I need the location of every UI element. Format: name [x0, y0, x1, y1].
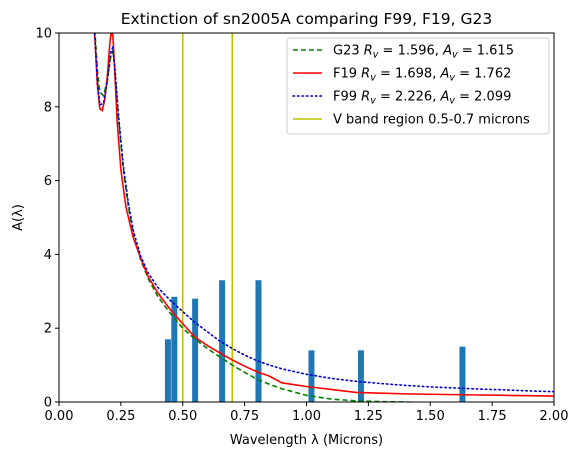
y-tick-label: 0 — [44, 396, 52, 411]
chart-title: Extinction of sn2005A comparing F99, F19… — [121, 10, 493, 28]
legend-label: G23 Rv = 1.596, Av = 1.615 — [333, 44, 514, 61]
y-tick-label: 10 — [35, 27, 52, 42]
bar — [171, 296, 178, 402]
bar — [308, 350, 315, 402]
x-tick-label: 1.25 — [354, 409, 383, 424]
y-tick-label: 2 — [44, 322, 52, 337]
bar — [459, 346, 466, 402]
bars-layer — [164, 280, 466, 402]
series-lines — [93, 33, 554, 402]
x-tick-label: 1.00 — [292, 409, 321, 424]
bar — [192, 298, 199, 402]
legend-frame — [286, 37, 550, 135]
x-tick-label: 0.00 — [45, 409, 74, 424]
legend-label: F19 Rv = 1.698, Av = 1.762 — [333, 67, 511, 84]
y-tick-label: 4 — [44, 248, 52, 263]
x-axis-ticks: 0.00 0.25 0.50 0.75 1.00 1.25 1.50 1.75 2.00 — [45, 402, 569, 424]
legend: G23 Rv = 1.596, Av = 1.615 F19 Rv = 1.698… — [286, 37, 550, 135]
v-band-lines — [182, 33, 233, 402]
x-axis-label: Wavelength λ (Microns) — [230, 433, 383, 448]
y-axis-ticks: 0 2 4 6 8 10 — [35, 27, 59, 411]
bar — [255, 280, 262, 402]
y-tick-label: 6 — [44, 174, 52, 189]
legend-label: F99 Rv = 2.226, Av = 2.099 — [333, 90, 511, 107]
x-tick-label: 2.00 — [540, 409, 569, 424]
bar — [164, 339, 171, 402]
bar — [219, 280, 226, 402]
x-tick-label: 0.50 — [168, 409, 197, 424]
y-tick-label: 8 — [44, 100, 52, 115]
legend-label: V band region 0.5-0.7 microns — [333, 113, 530, 128]
series-line-f99 — [93, 33, 554, 393]
y-axis-label: A(λ) — [11, 204, 26, 231]
x-tick-label: 0.25 — [106, 409, 135, 424]
series-line-f19 — [93, 33, 554, 397]
bar — [357, 350, 364, 402]
x-tick-label: 1.50 — [416, 409, 445, 424]
x-tick-label: 0.75 — [230, 409, 259, 424]
x-tick-label: 1.75 — [478, 409, 507, 424]
